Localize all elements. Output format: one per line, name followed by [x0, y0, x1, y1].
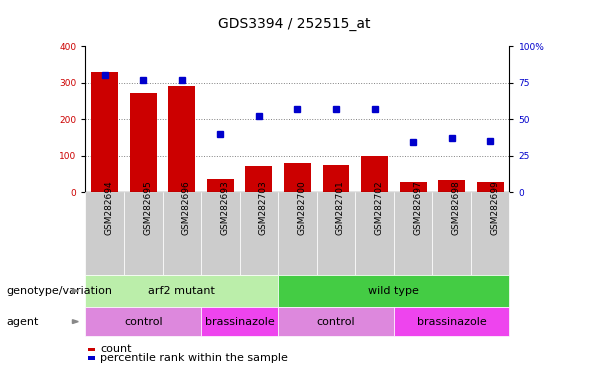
Bar [361, 156, 388, 192]
Text: GSM282695: GSM282695 [143, 180, 152, 235]
Text: brassinazole: brassinazole [417, 316, 487, 327]
Bar [323, 165, 349, 192]
Text: wild type: wild type [368, 286, 419, 296]
Text: GSM282703: GSM282703 [259, 180, 268, 235]
Bar [246, 167, 272, 192]
Text: GSM282693: GSM282693 [220, 180, 229, 235]
Text: GSM282697: GSM282697 [413, 180, 422, 235]
Bar [130, 93, 157, 192]
Text: GSM282700: GSM282700 [297, 180, 306, 235]
Bar [207, 179, 234, 192]
Text: count: count [100, 344, 131, 354]
Text: arf2 mutant: arf2 mutant [148, 286, 215, 296]
Bar [284, 163, 311, 192]
Text: agent: agent [6, 316, 38, 327]
Text: GSM282694: GSM282694 [105, 180, 114, 235]
Bar [477, 182, 504, 192]
Text: GSM282696: GSM282696 [182, 180, 191, 235]
Text: GSM282699: GSM282699 [490, 180, 499, 235]
Text: genotype/variation: genotype/variation [6, 286, 112, 296]
Text: GDS3394 / 252515_at: GDS3394 / 252515_at [219, 17, 370, 31]
Text: GSM282702: GSM282702 [375, 180, 383, 235]
Bar [399, 182, 426, 192]
Bar [438, 180, 465, 192]
Bar [91, 72, 118, 192]
Text: brassinazole: brassinazole [205, 316, 274, 327]
Text: control: control [317, 316, 355, 327]
Text: control: control [124, 316, 163, 327]
Bar [168, 86, 196, 192]
Text: GSM282698: GSM282698 [452, 180, 461, 235]
Text: percentile rank within the sample: percentile rank within the sample [100, 353, 288, 363]
Text: GSM282701: GSM282701 [336, 180, 345, 235]
